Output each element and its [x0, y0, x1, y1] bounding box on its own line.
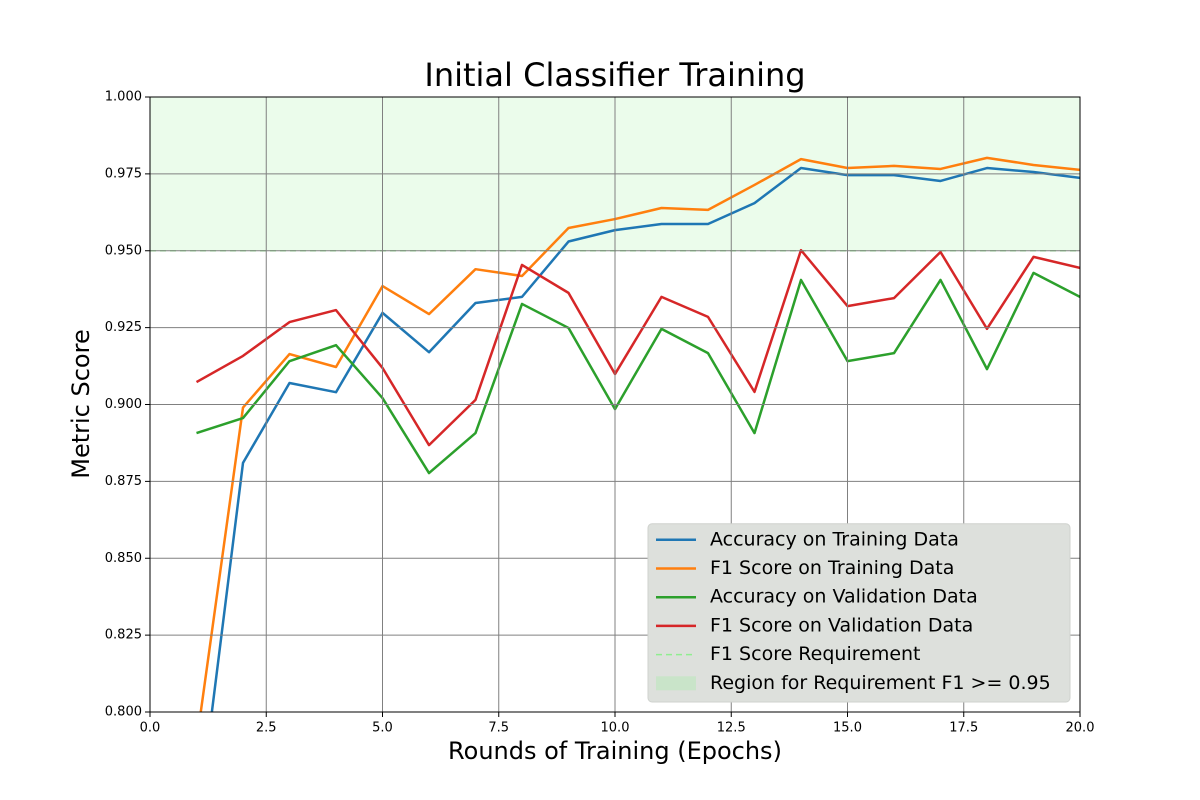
x-tick-label: 15.0	[833, 721, 862, 736]
series-line	[196, 271, 1080, 475]
y-tick-label: 0.800	[105, 705, 142, 720]
x-tick-label: 7.5	[488, 721, 509, 736]
y-tick-label: 0.850	[105, 551, 142, 566]
x-tick-label: 17.5	[949, 721, 978, 736]
y-tick-label: 0.825	[105, 628, 142, 643]
legend-label: F1 Score Requirement	[710, 643, 921, 665]
series-line	[195, 248, 1080, 447]
legend-label: F1 Score on Training Data	[710, 557, 954, 579]
y-tick-label: 0.950	[105, 243, 142, 258]
x-tick-label: 2.5	[256, 721, 277, 736]
y-tick-label: 0.900	[105, 397, 142, 412]
y-axis-label: Metric Score	[67, 329, 95, 478]
legend-box	[647, 523, 1071, 703]
y-tick-label: 0.875	[105, 474, 142, 489]
legend-label: Region for Requirement F1 >= 0.95	[710, 672, 1051, 694]
x-tick-label: 20.0	[1066, 721, 1095, 736]
y-tick-label: 0.975	[105, 166, 142, 181]
legend-label: Accuracy on Validation Data	[710, 586, 978, 608]
x-tick-label: 12.5	[717, 721, 746, 736]
x-axis-label: Rounds of Training (Epochs)	[448, 737, 782, 765]
legend-swatch	[656, 676, 696, 691]
x-tick-label: 5.0	[372, 721, 393, 736]
x-tick-label: 0.0	[140, 721, 161, 736]
x-tick-label: 10.0	[601, 721, 630, 736]
legend-label: Accuracy on Training Data	[710, 528, 959, 550]
series-line	[210, 166, 1080, 712]
plot-frame	[149, 96, 1081, 713]
chart-title: Initial Classifier Training	[424, 56, 805, 94]
y-tick-label: 1.000	[105, 90, 142, 105]
y-tick-label: 0.925	[105, 320, 142, 335]
legend-label: F1 Score on Validation Data	[710, 614, 973, 636]
